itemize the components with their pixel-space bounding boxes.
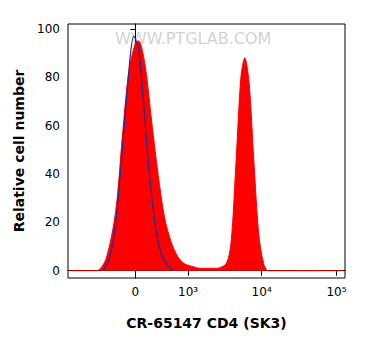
svg-text:60: 60 xyxy=(45,119,60,133)
svg-text:0: 0 xyxy=(52,264,60,278)
svg-text:0: 0 xyxy=(131,285,139,299)
svg-text:Relative cell number: Relative cell number xyxy=(11,70,27,233)
svg-text:10⁵: 10⁵ xyxy=(326,285,346,299)
svg-text:20: 20 xyxy=(45,215,60,229)
svg-text:10⁴: 10⁴ xyxy=(252,285,272,299)
svg-text:100: 100 xyxy=(37,22,60,36)
svg-text:WWW.PTGLAB.COM: WWW.PTGLAB.COM xyxy=(115,29,271,48)
svg-text:CR-65147 CD4 (SK3): CR-65147 CD4 (SK3) xyxy=(126,315,286,331)
svg-text:80: 80 xyxy=(45,70,60,84)
svg-text:40: 40 xyxy=(45,167,60,181)
svg-text:10³: 10³ xyxy=(178,285,198,299)
